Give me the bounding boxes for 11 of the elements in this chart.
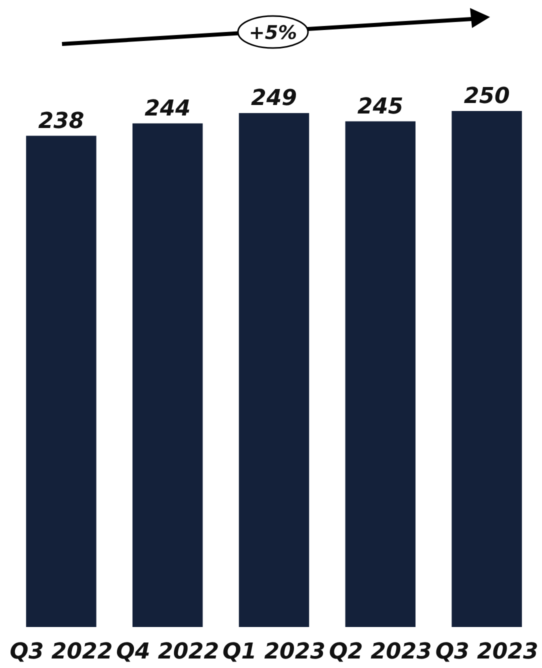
x-tick-label: Q2 2023: [328, 640, 432, 665]
x-tick-label: Q4 2022: [116, 640, 220, 665]
text: +5%: [248, 22, 298, 44]
data-label: 245: [357, 94, 404, 120]
x-tick-label: Q3 2022: [10, 640, 113, 665]
data-label: 244: [144, 96, 191, 122]
x-tick-label: Q3 2023: [435, 640, 538, 665]
data-label: 238: [38, 108, 84, 134]
data-label: 249: [251, 86, 297, 112]
x-tick-label: Q1 2023: [222, 640, 326, 665]
data-label: 250: [464, 84, 510, 109]
